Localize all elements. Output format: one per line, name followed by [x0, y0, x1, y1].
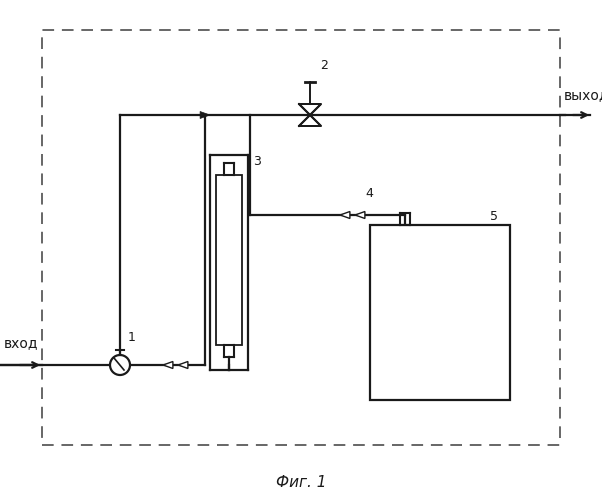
- Text: Фиг. 1: Фиг. 1: [276, 475, 326, 490]
- Bar: [216, 175, 242, 345]
- Polygon shape: [163, 362, 173, 368]
- Text: 3: 3: [253, 155, 261, 168]
- Text: 4: 4: [365, 187, 373, 200]
- Bar: [42, 30, 560, 445]
- Text: выход: выход: [564, 88, 602, 102]
- Polygon shape: [299, 115, 321, 126]
- Bar: [370, 225, 510, 400]
- Polygon shape: [200, 112, 210, 118]
- Polygon shape: [355, 212, 365, 218]
- Polygon shape: [178, 362, 188, 368]
- Text: 5: 5: [490, 210, 498, 223]
- Text: 2: 2: [320, 59, 328, 72]
- Text: вход: вход: [4, 336, 39, 350]
- Circle shape: [110, 355, 130, 375]
- Text: 1: 1: [128, 331, 136, 344]
- Polygon shape: [299, 104, 321, 115]
- Polygon shape: [340, 212, 350, 218]
